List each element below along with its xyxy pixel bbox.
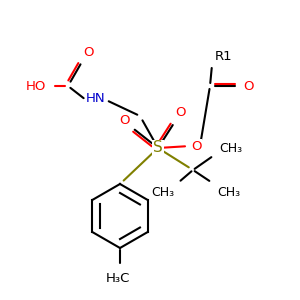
- Text: CH₃: CH₃: [152, 187, 175, 200]
- Text: CH₃: CH₃: [218, 185, 241, 199]
- Text: H₃C: H₃C: [106, 272, 130, 284]
- Text: R1: R1: [215, 50, 233, 62]
- Text: S: S: [153, 140, 163, 155]
- Text: O: O: [191, 140, 201, 152]
- Text: CH₃: CH₃: [219, 142, 243, 155]
- Text: HN: HN: [86, 92, 106, 104]
- Text: O: O: [83, 46, 93, 59]
- Text: HO: HO: [26, 80, 46, 92]
- Text: O: O: [176, 106, 186, 119]
- Text: O: O: [119, 113, 129, 127]
- Text: O: O: [243, 80, 253, 92]
